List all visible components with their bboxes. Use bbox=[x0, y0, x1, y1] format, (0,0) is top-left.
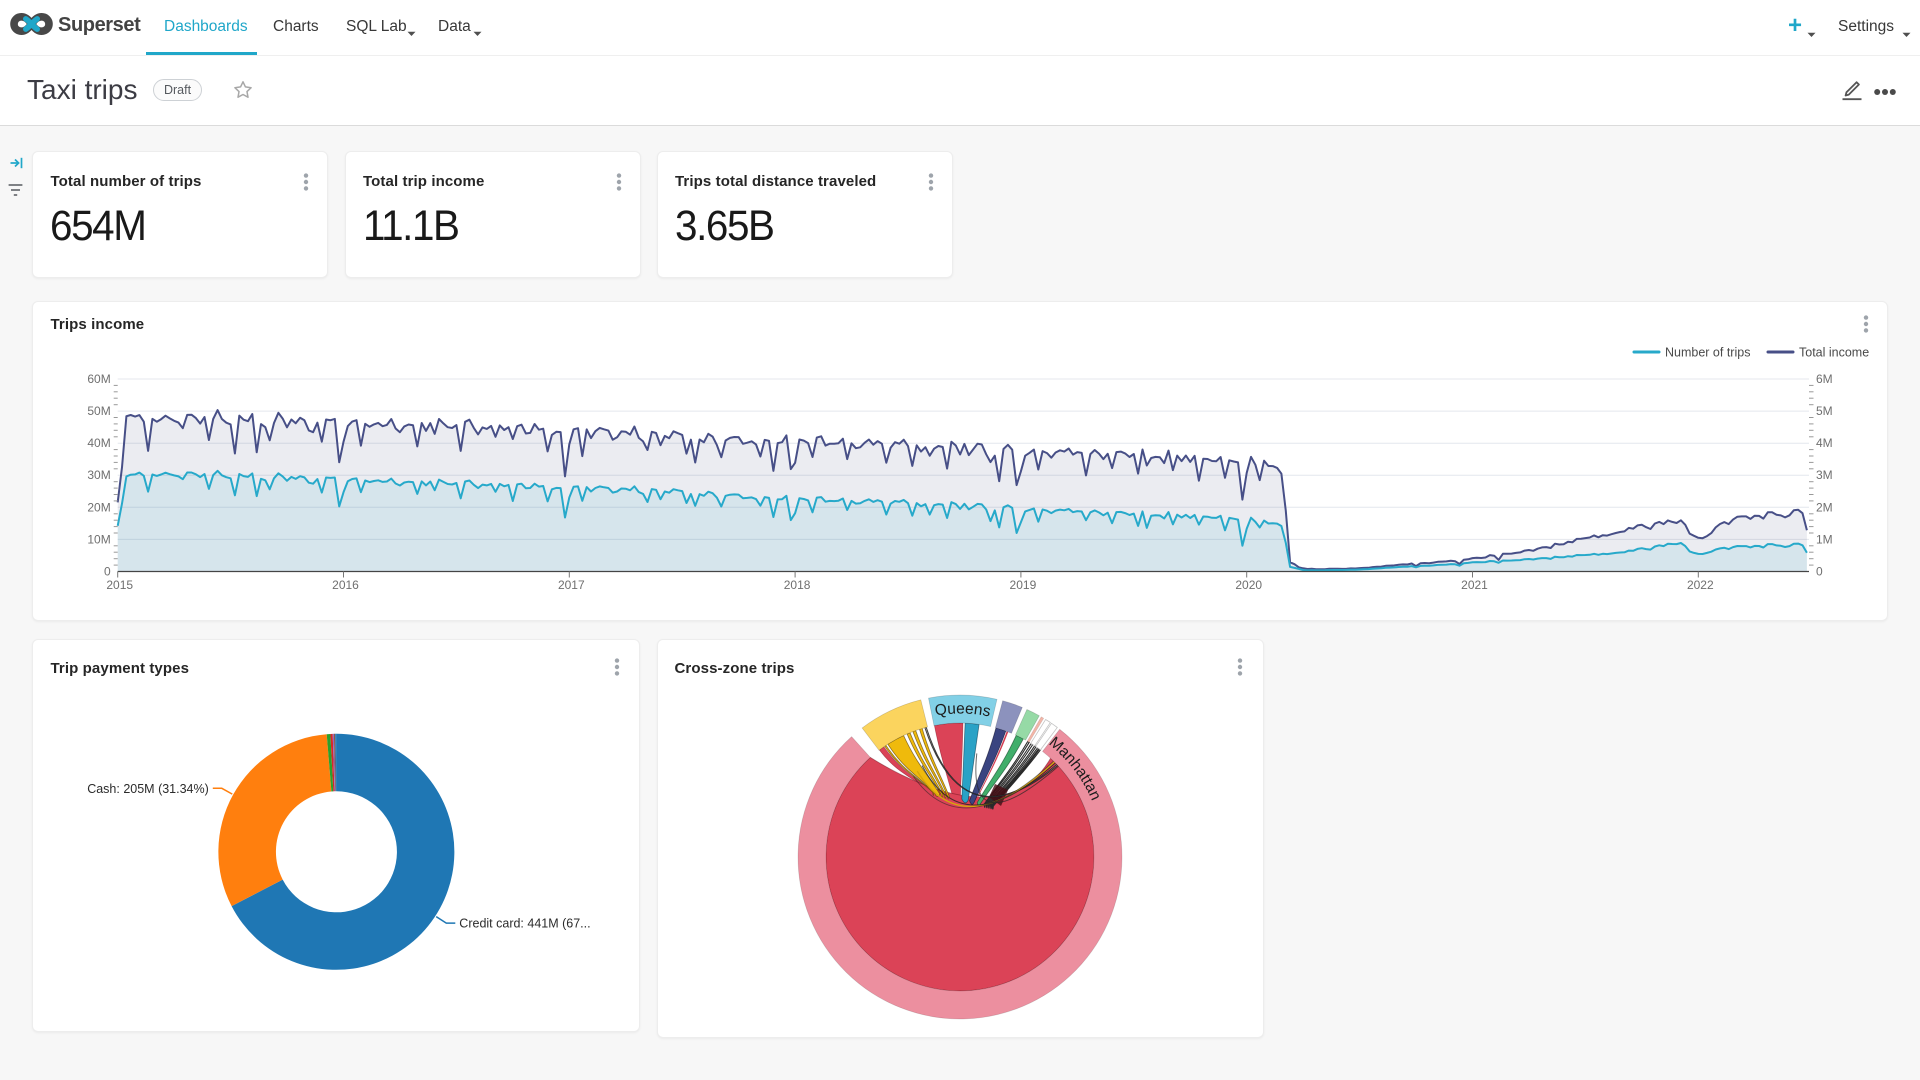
svg-text:4M: 4M bbox=[1816, 436, 1833, 450]
svg-text:Queens: Queens bbox=[934, 701, 992, 721]
svg-text:5M: 5M bbox=[1816, 404, 1833, 418]
svg-text:0: 0 bbox=[104, 565, 111, 579]
svg-text:0: 0 bbox=[1816, 565, 1823, 579]
svg-text:Cash: 205M (31.34%): Cash: 205M (31.34%) bbox=[87, 782, 209, 796]
svg-text:2022: 2022 bbox=[1687, 578, 1714, 592]
svg-text:50M: 50M bbox=[87, 404, 110, 418]
svg-text:Total income: Total income bbox=[1799, 346, 1869, 360]
svg-text:3M: 3M bbox=[1816, 468, 1833, 482]
svg-text:2018: 2018 bbox=[784, 578, 811, 592]
svg-text:2M: 2M bbox=[1816, 500, 1833, 514]
svg-text:1M: 1M bbox=[1816, 532, 1833, 546]
svg-text:Number of trips: Number of trips bbox=[1665, 346, 1750, 360]
svg-text:40M: 40M bbox=[87, 436, 110, 450]
svg-text:10M: 10M bbox=[87, 532, 110, 546]
svg-text:6M: 6M bbox=[1816, 372, 1833, 386]
svg-text:30M: 30M bbox=[87, 468, 110, 482]
svg-text:Credit card: 441M (67...: Credit card: 441M (67... bbox=[459, 917, 590, 931]
svg-text:2016: 2016 bbox=[332, 578, 359, 592]
svg-text:60M: 60M bbox=[87, 372, 110, 386]
svg-text:2019: 2019 bbox=[1010, 578, 1037, 592]
svg-text:2017: 2017 bbox=[558, 578, 585, 592]
svg-text:2020: 2020 bbox=[1235, 578, 1262, 592]
svg-text:2021: 2021 bbox=[1461, 578, 1488, 592]
svg-text:2015: 2015 bbox=[106, 578, 133, 592]
svg-text:20M: 20M bbox=[87, 500, 110, 514]
